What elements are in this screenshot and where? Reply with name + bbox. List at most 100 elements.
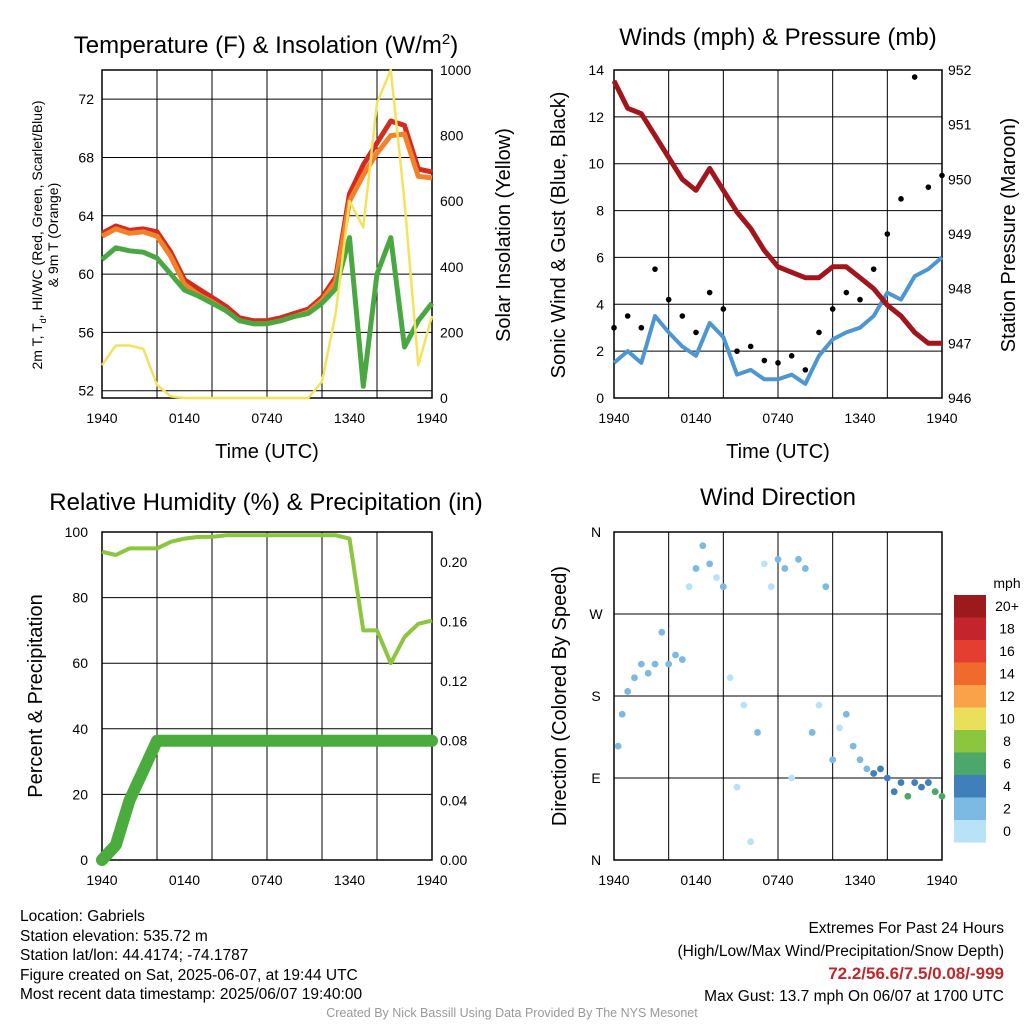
y-tick-label-left: 2: [596, 343, 604, 359]
y-tick-label-left: 0: [596, 390, 604, 406]
plot-frame: [613, 531, 943, 861]
y-tick-label-left: 20: [72, 786, 88, 802]
x-tick-label: 1340: [334, 410, 365, 426]
extremes-values: 72.2/56.6/7.5/0.08/-999: [828, 964, 1004, 983]
series-line-precipitation: [96, 734, 438, 866]
y-tick-label-right: 951: [948, 117, 972, 133]
colorbar-swatch: [954, 662, 986, 685]
x-tick-label: 1940: [926, 872, 957, 888]
direction-point: [658, 628, 666, 636]
series-line-sonic-wind: [612, 255, 944, 386]
gust-point: [747, 343, 754, 350]
plot-frame: [101, 531, 433, 861]
direction-point: [740, 701, 748, 709]
direction-point: [938, 792, 946, 800]
direction-point: [618, 710, 626, 718]
x-tick-label: 0740: [762, 410, 793, 426]
winds-plot: 0 2 4 6 8 10 12 14 946 947 948 949 950 951 952 1940 0140…: [588, 62, 971, 426]
y-tick-label-right: 0.00: [440, 852, 467, 868]
y-tick-label-right: 200: [440, 324, 464, 340]
direction-point: [856, 756, 864, 764]
direction-tick-label: N: [591, 524, 601, 540]
direction-point: [624, 688, 632, 695]
y-tick-label-right: 0.16: [440, 613, 467, 629]
direction-point: [644, 669, 652, 677]
credit-text: Created By Nick Bassill Using Data Provi…: [326, 1006, 698, 1020]
direction-point: [614, 742, 622, 750]
direction-point: [829, 756, 837, 764]
y-tick-label-right: 952: [948, 62, 972, 78]
gust-point: [761, 357, 768, 364]
direction-point: [822, 583, 830, 591]
x-tick-label: 0140: [680, 410, 711, 426]
y-tick-label-left: 60: [78, 266, 94, 282]
x-tick-label: 0740: [251, 410, 282, 426]
y-tick-label-right: 0: [440, 390, 448, 406]
colorbar-label: 16: [999, 643, 1015, 659]
gust-point: [898, 196, 904, 202]
direction-point: [897, 779, 905, 786]
gust-point: [734, 348, 740, 354]
colorbar-label: 12: [999, 688, 1015, 704]
station-info: Location: Gabriels Station elevation: 53…: [20, 907, 362, 1005]
humidity-ylabel-left: Percent & Precipitation: [25, 594, 47, 797]
colorbar-swatch: [954, 820, 986, 843]
colorbar-label: 18: [999, 621, 1015, 637]
y-tick-label-left: 12: [588, 109, 604, 125]
direction-point: [754, 729, 761, 736]
y-tick-label-left: 52: [78, 383, 94, 399]
colorbar-label: 10: [999, 711, 1015, 727]
wind-direction-title: Wind Direction: [700, 484, 856, 511]
extremes-title: Extremes For Past 24 Hours: [808, 920, 1004, 937]
winds-ylabel-right: Station Pressure (Maroon): [998, 118, 1020, 353]
x-tick-label: 1940: [86, 410, 117, 426]
direction-point: [918, 783, 925, 791]
direction-point: [774, 555, 782, 563]
extremes-subtitle: (High/Low/Max Wind/Precipitation/Snow De…: [677, 942, 1005, 960]
gust-point: [652, 266, 658, 272]
gust-point: [624, 313, 631, 319]
x-tick-label: 0140: [680, 872, 711, 888]
extremes-block: Extremes For Past 24 Hours (High/Low/Max…: [678, 918, 1005, 1008]
y-tick-label-left: 100: [65, 524, 89, 540]
x-tick-label: 1940: [416, 410, 447, 426]
x-tick-label: 0740: [762, 872, 793, 888]
direction-point: [713, 574, 720, 581]
x-tick-label: 0140: [169, 872, 200, 888]
series-line-td: [100, 235, 434, 389]
temperature-ylabel-left-line2: & 9m T (Orange): [45, 183, 61, 288]
direction-point: [788, 774, 796, 782]
y-tick-label-right: 0.12: [440, 673, 467, 689]
direction-point: [651, 660, 659, 668]
x-tick-label: 1940: [598, 410, 629, 426]
direction-point: [836, 724, 843, 732]
colorbar-label: 8: [1003, 733, 1011, 749]
x-tick-label: 1340: [844, 410, 875, 426]
y-tick-label-left: 60: [72, 655, 88, 671]
temperature-plot: 52 56 60 64 68 72 0 200 400 600 800 1000 1940 0140 074…: [78, 62, 471, 426]
humidity-plot: 0 20 40 60 80 100 0.00 0.04 0.08 0.12 0.16 0.20 1940…: [65, 524, 468, 888]
direction-point: [911, 779, 919, 786]
direction-point: [870, 770, 878, 777]
winds-title: Winds (mph) & Pressure (mb): [619, 24, 936, 51]
wind-direction-ylabel: Direction (Colored By Speed): [549, 566, 571, 826]
colorbar-swatch: [954, 797, 986, 820]
gust-point: [870, 266, 877, 272]
direction-point: [719, 583, 727, 591]
recent-data-text: Most recent data timestamp: 2025/06/07 1…: [20, 986, 363, 1003]
direction-point: [637, 660, 645, 668]
direction-point: [699, 542, 707, 550]
y-tick-label-right: 949: [948, 226, 972, 242]
direction-point: [904, 792, 912, 800]
gust-point: [720, 306, 727, 312]
direction-point: [842, 710, 850, 718]
colorbar-label: 6: [1003, 756, 1011, 772]
winds-ylabel-left: Sonic Wind & Gust (Blue, Black): [548, 92, 570, 379]
y-tick-label-right: 947: [948, 335, 972, 351]
x-tick-label: 0740: [251, 872, 282, 888]
y-tick-label-left: 72: [78, 91, 94, 107]
gust-point: [638, 324, 645, 331]
humidity-title: Relative Humidity (%) & Precipitation (i…: [49, 489, 482, 516]
colorbar-swatch: [954, 640, 986, 663]
